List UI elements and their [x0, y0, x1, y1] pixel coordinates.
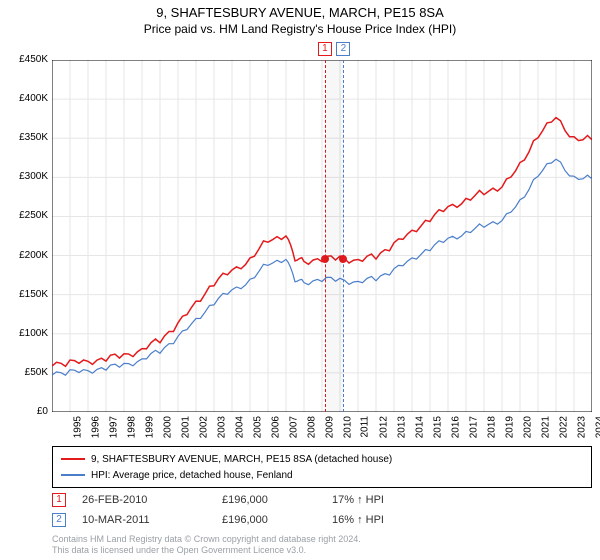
x-tick-label: 2005: [252, 416, 263, 438]
y-tick-label: £350K: [4, 132, 48, 143]
y-tick-label: £300K: [4, 171, 48, 182]
legend-label-2: HPI: Average price, detached house, Fenl…: [91, 470, 293, 481]
sale-flag: 1: [318, 42, 332, 56]
chart-svg: [52, 60, 592, 412]
legend-swatch-2: [61, 474, 85, 476]
x-tick-label: 2001: [180, 416, 191, 438]
y-tick-label: £50K: [4, 367, 48, 378]
sales-hpi: 16% ↑ HPI: [332, 514, 452, 526]
x-tick-label: 2000: [162, 416, 173, 438]
x-tick-label: 2008: [306, 416, 317, 438]
x-tick-label: 1997: [108, 416, 119, 438]
x-tick-label: 2017: [468, 416, 479, 438]
footer-line1: Contains HM Land Registry data © Crown c…: [52, 534, 361, 545]
x-tick-label: 2003: [216, 416, 227, 438]
x-tick-label: 2011: [360, 416, 371, 438]
x-tick-label: 1999: [144, 416, 155, 438]
sale-flag: 2: [336, 42, 350, 56]
x-tick-label: 2020: [522, 416, 533, 438]
x-tick-label: 1998: [126, 416, 137, 438]
sales-hpi: 17% ↑ HPI: [332, 494, 452, 506]
x-tick-label: 2023: [576, 416, 587, 438]
y-tick-label: £450K: [4, 54, 48, 65]
x-tick-label: 2019: [504, 416, 515, 438]
footer-note: Contains HM Land Registry data © Crown c…: [52, 534, 361, 557]
footer-line2: This data is licensed under the Open Gov…: [52, 545, 361, 556]
sales-row: 1 26-FEB-2010£196,00017% ↑ HPI: [52, 490, 452, 510]
title-line2: Price paid vs. HM Land Registry's House …: [0, 20, 600, 36]
sales-date: 10-MAR-2011: [82, 514, 222, 526]
sales-badge: 2: [52, 513, 66, 527]
flag-shade-band: [325, 60, 344, 412]
x-tick-label: 1996: [90, 416, 101, 438]
y-tick-label: £250K: [4, 210, 48, 221]
x-tick-label: 1995: [72, 416, 83, 438]
sales-row: 2 10-MAR-2011£196,00016% ↑ HPI: [52, 510, 452, 530]
y-tick-label: £0: [4, 406, 48, 417]
legend-label-1: 9, SHAFTESBURY AVENUE, MARCH, PE15 8SA (…: [91, 454, 392, 465]
x-tick-label: 2024: [594, 416, 600, 438]
legend-row-1: 9, SHAFTESBURY AVENUE, MARCH, PE15 8SA (…: [61, 451, 583, 467]
y-tick-label: £200K: [4, 250, 48, 261]
legend-row-2: HPI: Average price, detached house, Fenl…: [61, 467, 583, 483]
y-tick-label: £100K: [4, 328, 48, 339]
title-line1: 9, SHAFTESBURY AVENUE, MARCH, PE15 8SA: [0, 0, 600, 20]
x-tick-label: 2022: [558, 416, 569, 438]
legend-swatch-1: [61, 458, 85, 460]
sales-badge: 1: [52, 493, 66, 507]
y-tick-label: £150K: [4, 289, 48, 300]
x-tick-label: 2012: [378, 416, 389, 438]
chart-container: 9, SHAFTESBURY AVENUE, MARCH, PE15 8SA P…: [0, 0, 600, 560]
x-tick-label: 2009: [324, 416, 335, 438]
x-tick-label: 2002: [198, 416, 209, 438]
x-tick-label: 2013: [396, 416, 407, 438]
sale-dashed-line: [343, 60, 344, 412]
sales-date: 26-FEB-2010: [82, 494, 222, 506]
x-tick-label: 2014: [414, 416, 425, 438]
x-tick-label: 2006: [270, 416, 281, 438]
x-tick-label: 2018: [486, 416, 497, 438]
x-tick-label: 2021: [540, 416, 551, 438]
legend-box: 9, SHAFTESBURY AVENUE, MARCH, PE15 8SA (…: [52, 446, 592, 488]
x-tick-label: 2010: [342, 416, 353, 438]
x-tick-label: 2015: [432, 416, 443, 438]
sales-table: 1 26-FEB-2010£196,00017% ↑ HPI 2 10-MAR-201…: [52, 490, 452, 530]
sales-price: £196,000: [222, 514, 332, 526]
x-tick-label: 2016: [450, 416, 461, 438]
sales-price: £196,000: [222, 494, 332, 506]
plot-area: [52, 60, 592, 412]
x-tick-label: 2007: [288, 416, 299, 438]
y-tick-label: £400K: [4, 93, 48, 104]
x-tick-label: 2004: [234, 416, 245, 438]
